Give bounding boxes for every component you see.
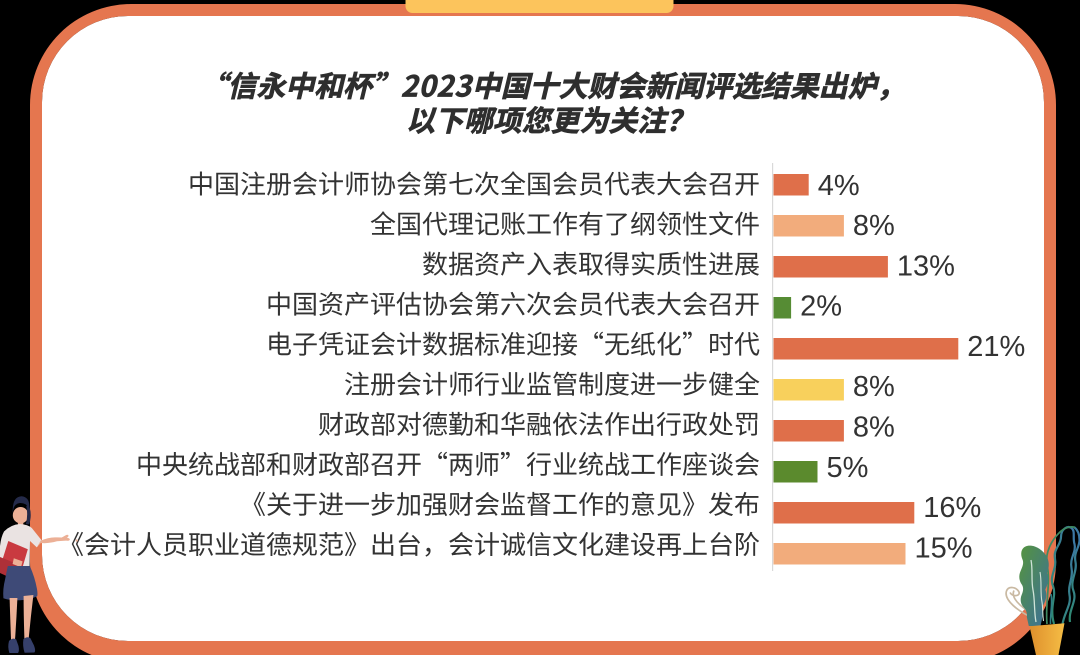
svg-text:8%: 8% <box>853 210 895 242</box>
svg-text:2%: 2% <box>800 291 842 323</box>
svg-text:15%: 15% <box>915 533 973 565</box>
svg-text:4%: 4% <box>818 170 860 202</box>
svg-text:16%: 16% <box>923 492 981 524</box>
svg-text:13%: 13% <box>897 250 955 282</box>
svg-text:8%: 8% <box>853 412 895 444</box>
svg-text:5%: 5% <box>827 452 869 484</box>
svg-text:8%: 8% <box>853 371 895 403</box>
svg-text:21%: 21% <box>967 331 1025 363</box>
